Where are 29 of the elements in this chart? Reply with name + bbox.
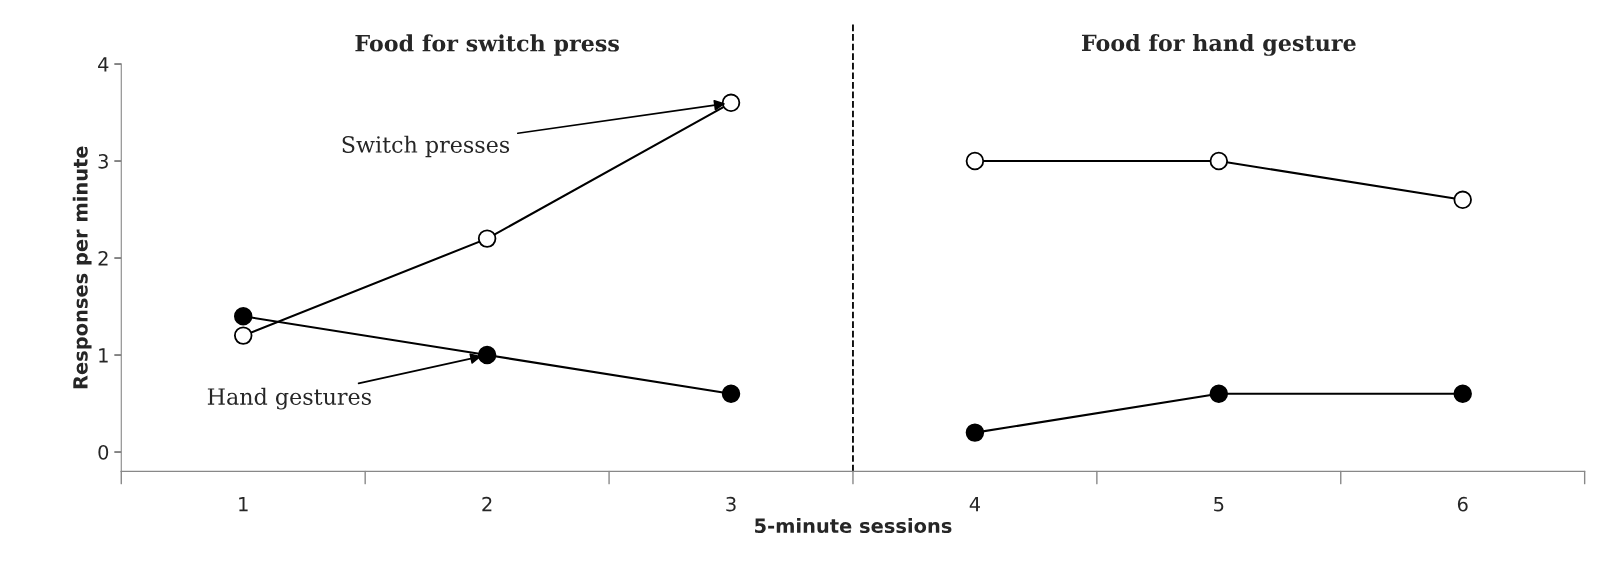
point bbox=[477, 229, 497, 248]
point bbox=[1453, 384, 1472, 404]
point bbox=[1209, 151, 1229, 171]
x-axis-title: 5-minute sessions bbox=[755, 518, 952, 534]
y-tick-label: 1 bbox=[99, 348, 108, 363]
y-tick-label: 4 bbox=[98, 57, 109, 72]
y-tick-label: 2 bbox=[98, 250, 108, 266]
x-tick-label: 2 bbox=[482, 496, 492, 512]
x-tick-label: 3 bbox=[726, 496, 736, 512]
x-tick-label: 5 bbox=[1214, 497, 1224, 512]
point bbox=[1209, 384, 1229, 404]
annotation: Switch presses bbox=[342, 135, 510, 158]
annotation: Hand gestures bbox=[207, 387, 371, 410]
point bbox=[1453, 190, 1472, 210]
point bbox=[965, 151, 985, 171]
y-axis-title: Responses per minute bbox=[72, 146, 92, 389]
x-tick-label: 6 bbox=[1457, 496, 1468, 512]
y-tick-label: 3 bbox=[98, 153, 108, 169]
point bbox=[965, 423, 985, 442]
y-tick-label: 0 bbox=[98, 444, 109, 460]
x-tick-label: 4 bbox=[969, 497, 981, 512]
point bbox=[477, 345, 497, 365]
text: Food for switch press bbox=[355, 34, 619, 56]
point bbox=[721, 93, 741, 113]
x-tick-label: 1 bbox=[239, 497, 248, 512]
point bbox=[233, 326, 253, 345]
point bbox=[721, 384, 741, 404]
point bbox=[233, 306, 253, 326]
text: Food for hand gesture bbox=[1081, 34, 1356, 56]
